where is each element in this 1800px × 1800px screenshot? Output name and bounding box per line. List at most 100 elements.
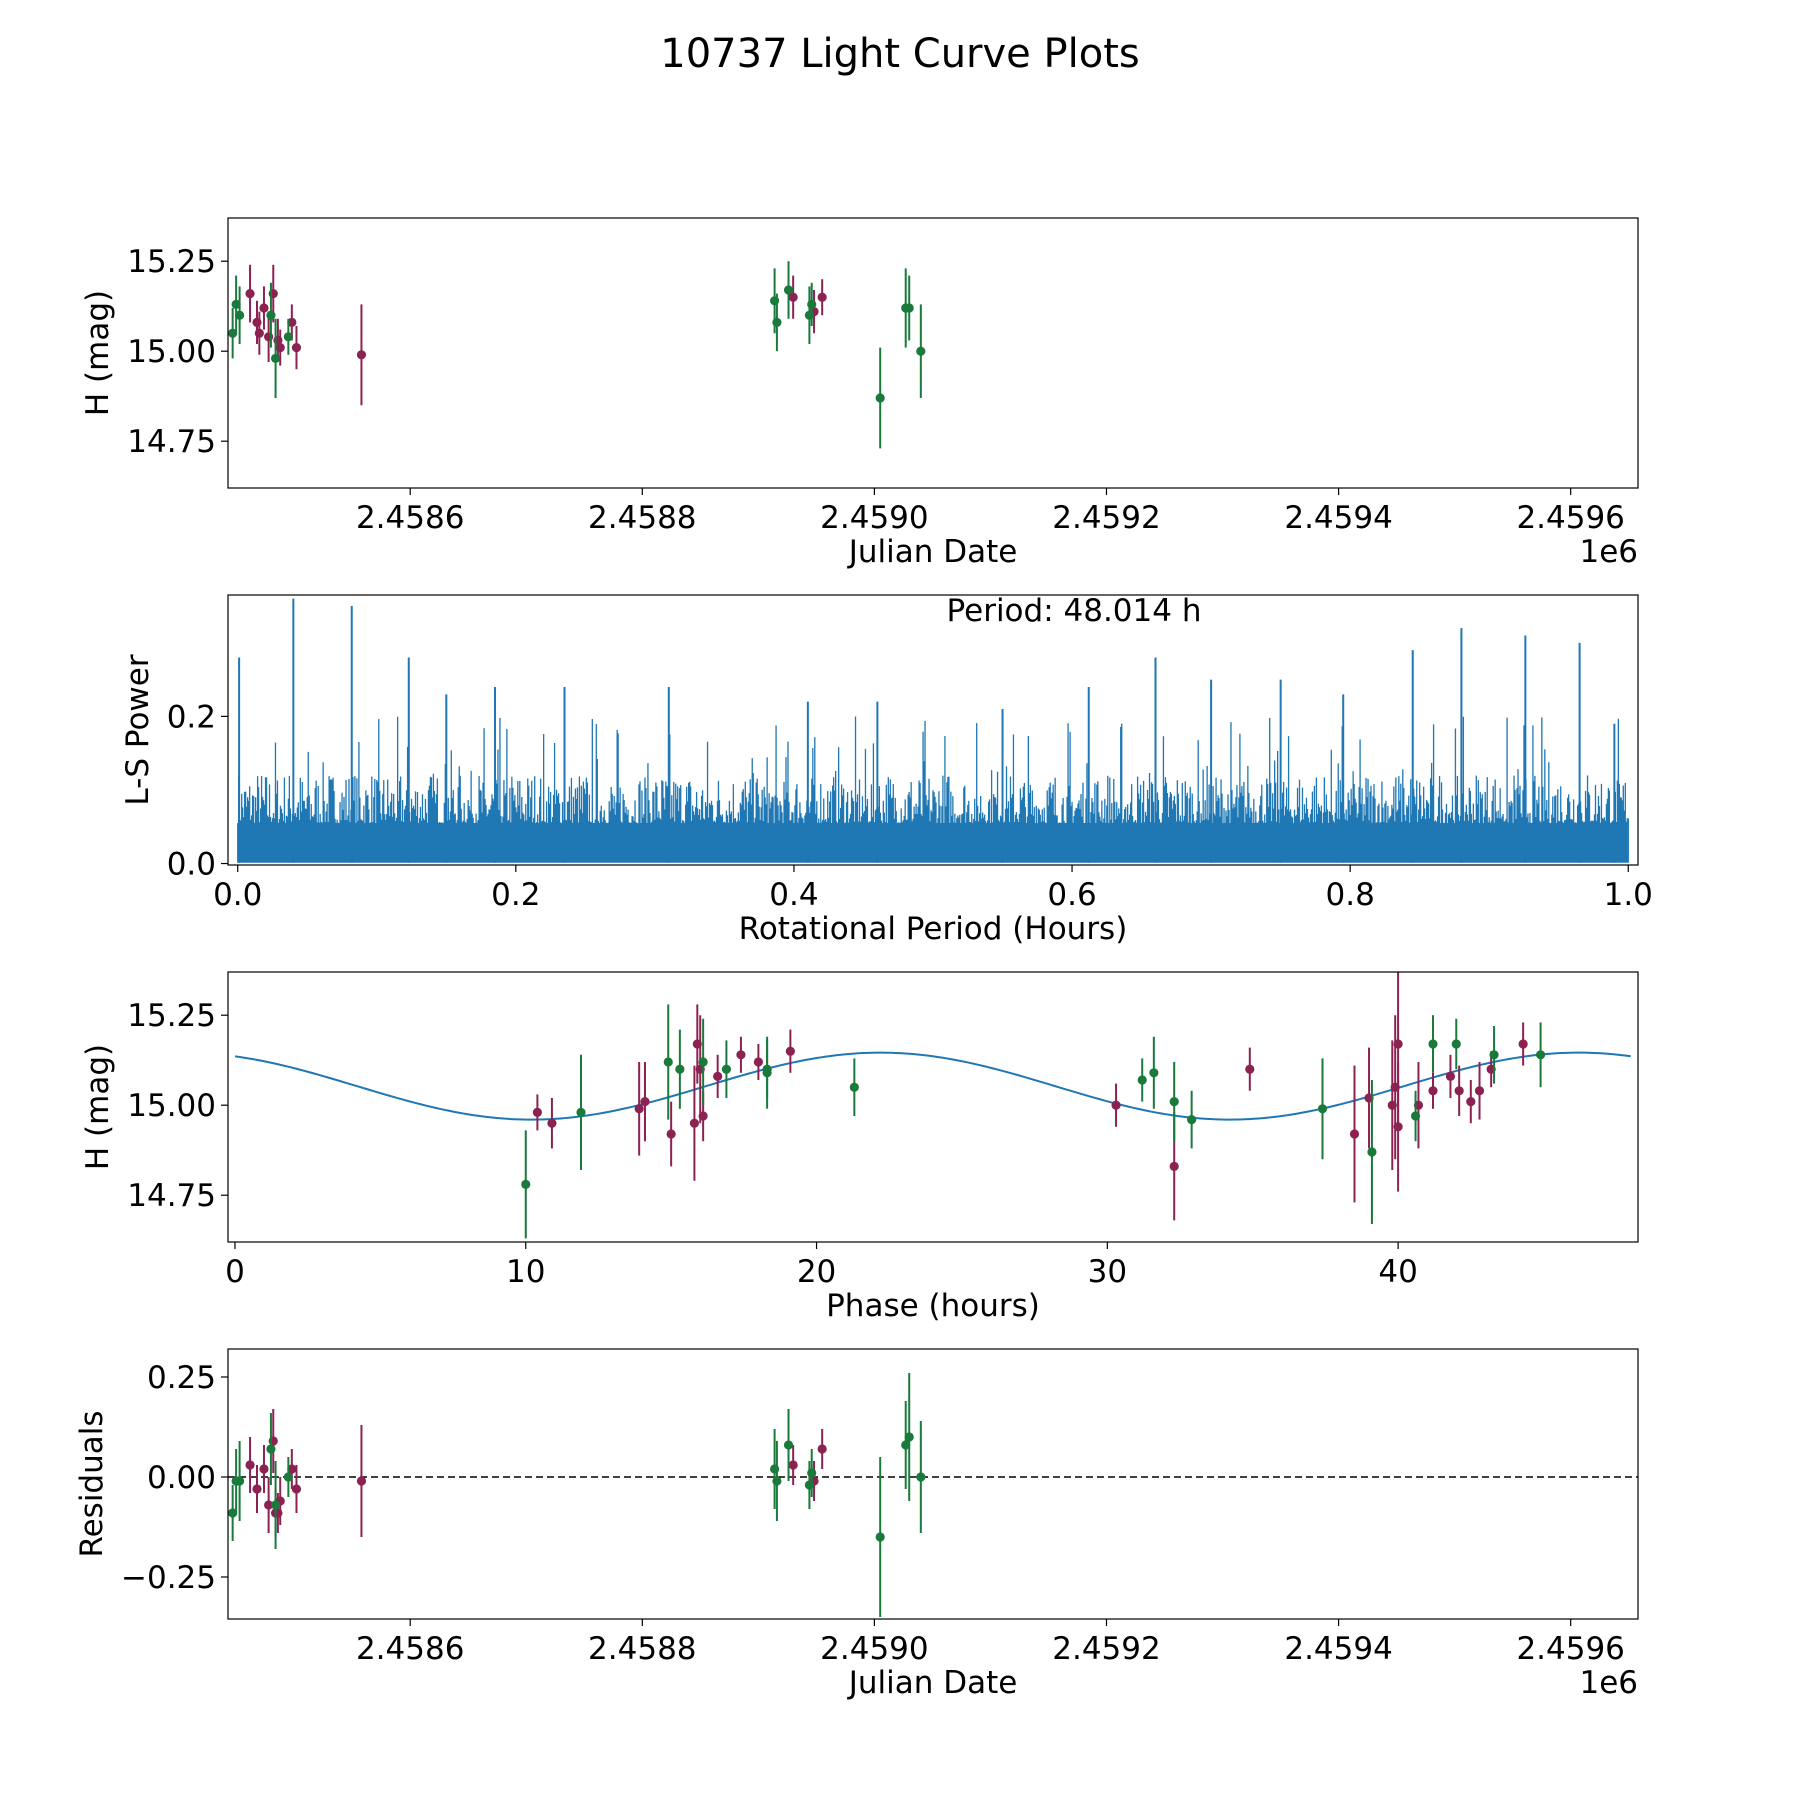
x-tick-label: 2.4596 xyxy=(1516,1631,1624,1667)
data-point xyxy=(245,1460,255,1470)
x-tick-label: 2.4586 xyxy=(356,1631,464,1667)
axes-frame xyxy=(227,971,1639,1243)
data-point xyxy=(817,1444,827,1454)
data-point xyxy=(235,1476,245,1486)
data-point xyxy=(1466,1097,1476,1107)
x-tick-label: 2.4590 xyxy=(820,500,928,536)
data-point xyxy=(807,299,817,309)
y-tick-label: −0.25 xyxy=(121,1560,216,1596)
data-point xyxy=(576,1107,586,1117)
panels: 2.4586 2.4588 2.4590 2.4592 2.4594 2.4596 14.7… xyxy=(74,217,1653,1701)
data-point xyxy=(904,303,914,313)
y-tick-label: 0.25 xyxy=(147,1360,216,1396)
data-point xyxy=(875,393,885,403)
data-point xyxy=(291,343,302,353)
data-point xyxy=(287,1464,297,1474)
data-point xyxy=(1428,1039,1438,1049)
data-point xyxy=(807,1468,817,1478)
y-tick-label: 15.00 xyxy=(127,334,216,370)
data-point xyxy=(532,1107,542,1117)
data-point xyxy=(245,289,255,299)
data-point xyxy=(1393,1122,1403,1132)
x-tick-label: 20 xyxy=(797,1254,836,1290)
x-tick-label: 2.4596 xyxy=(1516,500,1624,536)
x-tick-label: 10 xyxy=(506,1254,545,1290)
data-point xyxy=(817,292,827,302)
data-point xyxy=(1367,1147,1377,1157)
x-tick-label: 2.4592 xyxy=(1052,500,1160,536)
y-tick-label: 15.25 xyxy=(127,998,216,1034)
data-point xyxy=(875,1532,885,1542)
data-point xyxy=(713,1071,723,1081)
data-point xyxy=(283,332,293,342)
data-point xyxy=(663,1057,673,1067)
plot-area xyxy=(237,598,1629,863)
x-tick-label: 0 xyxy=(225,1254,245,1290)
data-point xyxy=(252,1484,262,1494)
data-point xyxy=(1111,1100,1121,1110)
data-point xyxy=(634,1104,644,1114)
filter_b-series xyxy=(228,261,926,449)
filter_a-series xyxy=(532,972,1528,1221)
data-point xyxy=(1454,1086,1464,1096)
axes-frame xyxy=(227,1348,1639,1620)
x-tick-label: 40 xyxy=(1378,1254,1417,1290)
data-point xyxy=(666,1129,676,1139)
data-point xyxy=(904,1432,914,1442)
filter_a-series xyxy=(245,264,827,406)
data-point xyxy=(788,1460,798,1470)
data-point xyxy=(266,1444,276,1454)
y-tick-label: 0.00 xyxy=(147,1460,216,1496)
x-axis-label: Phase (hours) xyxy=(826,1288,1040,1324)
data-point xyxy=(762,1064,772,1074)
filter_b-series xyxy=(521,1004,1546,1239)
data-point xyxy=(1445,1071,1456,1081)
y-axis-label: H (mag) xyxy=(80,1044,116,1170)
x-tick-label: 2.4588 xyxy=(588,1631,696,1667)
data-point xyxy=(1474,1086,1485,1096)
periodogram-panel: Period: 48.014 h 0.0 0.2 0.4 0.6 0.8 1.0 0.0 0.2… xyxy=(120,593,1653,947)
data-point xyxy=(1393,1039,1403,1049)
data-point xyxy=(235,310,245,320)
y-axis-label: H (mag) xyxy=(80,290,116,416)
model-curve xyxy=(234,1051,1631,1121)
data-point xyxy=(275,343,285,353)
data-point xyxy=(270,353,281,363)
data-point xyxy=(753,1057,763,1067)
data-point xyxy=(270,1500,281,1510)
data-point xyxy=(675,1064,685,1074)
data-point xyxy=(231,299,241,309)
data-point xyxy=(1245,1064,1255,1074)
data-point xyxy=(228,1508,238,1518)
x-tick-label: 2.4588 xyxy=(588,500,696,536)
data-point xyxy=(1137,1075,1147,1085)
x-tick-label: 0.4 xyxy=(769,877,818,913)
x-tick-label: 0.0 xyxy=(213,877,262,913)
data-point xyxy=(1349,1129,1360,1139)
figure-title: 10737 Light Curve Plots xyxy=(660,31,1139,77)
x-axis-label: Julian Date xyxy=(847,534,1018,570)
data-point xyxy=(772,1476,782,1486)
data-point xyxy=(698,1111,708,1121)
x-tick-label: 0.6 xyxy=(1047,877,1096,913)
x-tick-label: 30 xyxy=(1088,1254,1127,1290)
data-point xyxy=(1428,1086,1438,1096)
plot-area xyxy=(228,1373,1638,1617)
data-point xyxy=(1317,1104,1328,1114)
x-offset-label: 1e6 xyxy=(1579,534,1638,570)
data-point xyxy=(356,350,367,360)
data-point xyxy=(901,1440,911,1450)
y-axis-label: Residuals xyxy=(74,1410,110,1557)
data-point xyxy=(521,1179,531,1189)
x-tick-label: 1.0 xyxy=(1604,877,1653,913)
data-point xyxy=(721,1064,731,1074)
axes-frame xyxy=(227,217,1639,489)
period-annotation: Period: 48.014 h xyxy=(947,593,1202,629)
data-point xyxy=(736,1050,746,1060)
data-point xyxy=(259,303,269,313)
light-curve-panel: 2.4586 2.4588 2.4590 2.4592 2.4594 2.4596 14.7… xyxy=(80,217,1639,570)
y-tick-label: 15.00 xyxy=(127,1088,216,1124)
data-point xyxy=(640,1097,650,1107)
data-point xyxy=(772,317,782,327)
data-point xyxy=(287,317,297,327)
